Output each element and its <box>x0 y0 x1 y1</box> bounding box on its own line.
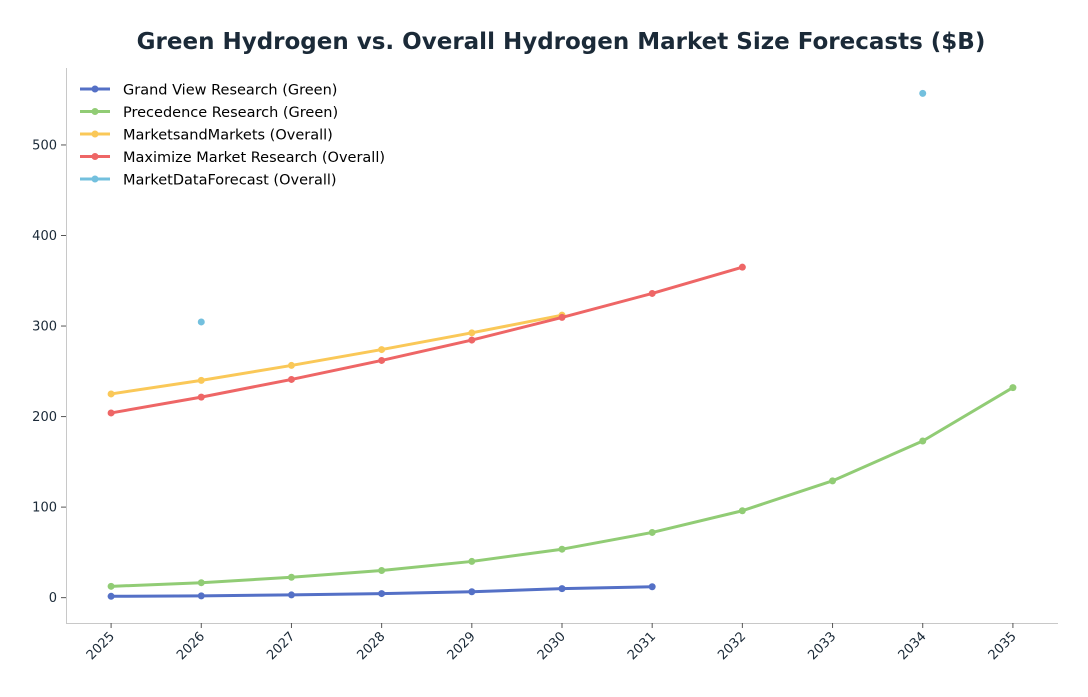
data-point <box>107 582 115 590</box>
legend-marker <box>91 175 99 183</box>
data-point <box>738 263 746 271</box>
data-point <box>648 528 656 536</box>
legend-label: Grand View Research (Green) <box>123 83 337 99</box>
data-point <box>558 313 566 321</box>
x-tick-label: 2033 <box>805 629 839 663</box>
legend: Grand View Research (Green) Precedence Re… <box>80 83 385 189</box>
y-tick-label: 300 <box>32 320 57 335</box>
y-tick-label: 100 <box>32 501 57 516</box>
y-axis-ticks: 0 100 200 300 400 500 <box>32 138 66 606</box>
legend-label: MarketDataForecast (Overall) <box>123 173 337 189</box>
legend-marker <box>91 130 99 138</box>
data-point <box>1009 384 1017 392</box>
data-point <box>197 376 205 384</box>
series-4 <box>107 263 746 417</box>
legend-label: MarketsandMarkets (Overall) <box>123 128 333 144</box>
data-point <box>648 583 656 591</box>
series-line <box>109 313 564 396</box>
data-point <box>197 592 205 600</box>
x-tick-label: 2029 <box>445 629 479 663</box>
data-point <box>197 393 205 401</box>
y-tick-label: 400 <box>32 229 57 244</box>
legend-label: Maximize Market Research (Overall) <box>123 150 385 166</box>
data-point <box>287 591 295 599</box>
series-line <box>109 386 1015 588</box>
data-point <box>197 579 205 587</box>
data-point <box>107 409 115 417</box>
legend-marker <box>91 153 99 160</box>
data-point <box>468 557 476 565</box>
data-point <box>829 477 837 485</box>
series-5 <box>197 89 927 326</box>
y-tick-label: 200 <box>32 410 57 425</box>
data-point <box>558 545 566 553</box>
data-point <box>197 318 205 326</box>
x-tick-label: 2026 <box>174 629 208 663</box>
data-point <box>287 573 295 581</box>
data-point <box>378 590 386 598</box>
x-tick-label: 2035 <box>986 629 1020 663</box>
legend-item: Precedence Research (Green) <box>80 105 338 121</box>
data-point <box>468 588 476 596</box>
legend-marker <box>91 85 99 93</box>
x-tick-label: 2025 <box>84 629 118 663</box>
chart-title: Green Hydrogen vs. Overall Hydrogen Mark… <box>137 29 986 55</box>
x-tick-label: 2027 <box>264 629 298 663</box>
data-point <box>558 585 566 593</box>
y-tick-label: 500 <box>32 138 57 153</box>
legend-item: MarketsandMarkets (Overall) <box>80 128 333 144</box>
data-point <box>287 375 295 383</box>
series-1 <box>107 583 656 600</box>
legend-marker <box>91 108 99 115</box>
x-axis-ticks: 2025 2026 2027 2028 2029 2030 2031 2032 2033 2034… <box>84 623 1020 663</box>
x-tick-label: 2034 <box>896 629 930 663</box>
data-point <box>468 329 476 337</box>
x-tick-label: 2031 <box>625 629 659 663</box>
x-tick-label: 2028 <box>354 629 388 663</box>
data-point <box>648 289 656 297</box>
data-point <box>107 592 115 600</box>
legend-label: Precedence Research (Green) <box>123 105 338 121</box>
y-tick-label: 0 <box>49 591 57 606</box>
data-point <box>378 356 386 364</box>
data-point <box>919 437 927 445</box>
x-tick-label: 2030 <box>535 629 569 663</box>
legend-item: MarketDataForecast (Overall) <box>80 173 337 189</box>
data-point <box>378 346 386 354</box>
data-point <box>919 89 927 97</box>
x-tick-label: 2032 <box>715 629 749 663</box>
data-point <box>287 361 295 369</box>
series-line <box>109 265 744 415</box>
legend-item: Maximize Market Research (Overall) <box>80 150 385 166</box>
data-point <box>378 566 386 574</box>
data-point <box>107 390 115 398</box>
series-2 <box>107 384 1017 590</box>
legend-item: Grand View Research (Green) <box>80 83 337 99</box>
series-3 <box>107 311 566 398</box>
series-layer <box>107 89 1017 600</box>
data-point <box>738 507 746 515</box>
data-point <box>468 336 476 344</box>
